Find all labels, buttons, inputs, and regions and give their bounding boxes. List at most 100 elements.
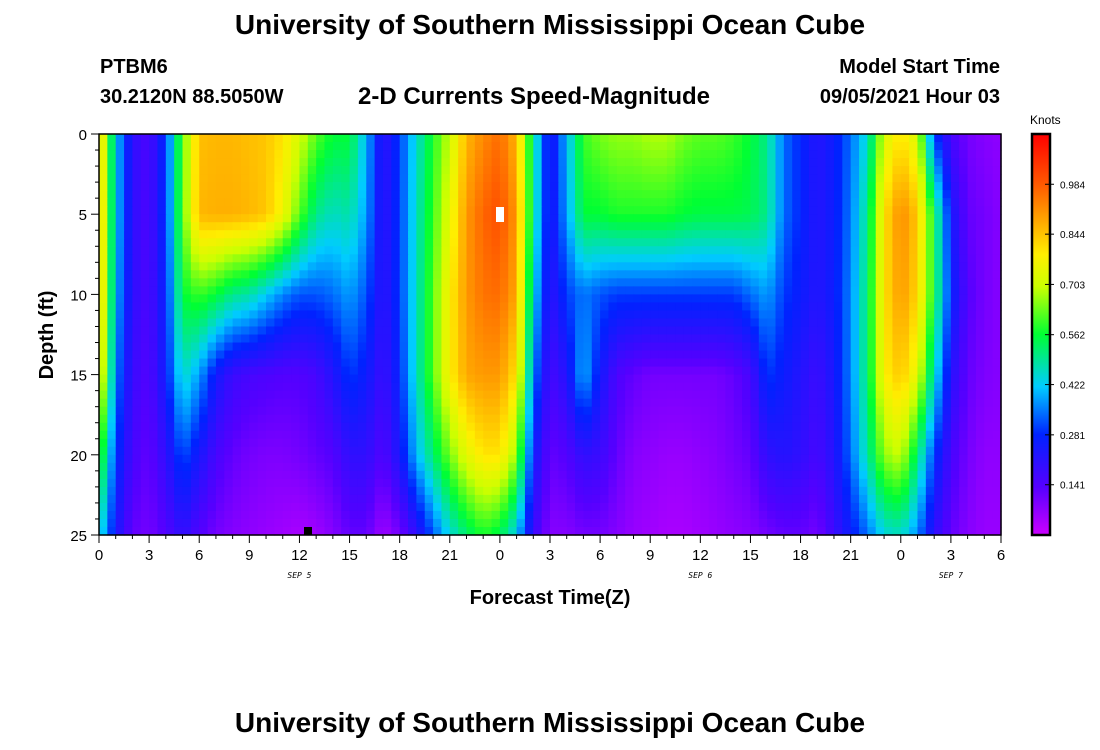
heat-cell — [658, 430, 668, 440]
heat-cell — [984, 430, 994, 440]
heat-cell — [600, 142, 610, 151]
heat-cell — [591, 398, 601, 408]
heat-cell — [733, 414, 743, 424]
heat-cell — [416, 350, 426, 360]
heat-cell — [165, 398, 175, 408]
heat-cell — [240, 278, 250, 287]
heat-cell — [441, 142, 451, 151]
heat-cell — [984, 222, 994, 231]
heat-cell — [950, 478, 960, 488]
heat-cell — [149, 334, 159, 344]
heat-cell — [775, 150, 785, 159]
heat-cell — [641, 462, 651, 472]
heat-cell — [934, 246, 944, 255]
heat-cell — [232, 270, 242, 279]
heat-cell — [959, 470, 969, 480]
heat-cell — [99, 190, 108, 199]
heat-cell — [366, 166, 376, 175]
heat-cell — [240, 254, 250, 263]
heat-cell — [174, 278, 184, 287]
heat-cell — [199, 254, 209, 263]
heat-cell — [433, 222, 443, 231]
heat-cell — [900, 158, 910, 167]
heat-cell — [174, 294, 184, 304]
heat-cell — [107, 142, 117, 151]
heat-cell — [900, 254, 910, 263]
heat-cell — [207, 342, 217, 352]
heat-cell — [892, 190, 902, 199]
heat-cell — [199, 374, 209, 384]
heat-cell — [992, 198, 1002, 207]
heat-cell — [909, 262, 919, 271]
heat-cell — [366, 158, 376, 167]
heat-cell — [533, 310, 543, 320]
heat-cell — [190, 286, 200, 295]
heat-cell — [224, 406, 234, 416]
heat-cell — [282, 342, 292, 352]
heat-cell — [349, 166, 359, 175]
heat-cell — [800, 182, 810, 191]
heat-cell — [424, 382, 434, 392]
heat-cell — [416, 422, 426, 432]
heat-cell — [299, 438, 309, 448]
heat-cell — [717, 478, 726, 488]
heat-cell — [357, 334, 367, 344]
heat-cell — [558, 374, 568, 384]
heat-cell — [758, 198, 768, 207]
heat-cell — [199, 318, 209, 328]
heat-cell — [783, 286, 793, 295]
heat-cell — [975, 470, 985, 480]
heat-cell — [466, 246, 476, 255]
heat-cell — [775, 246, 785, 255]
heat-cell — [691, 342, 701, 352]
heat-cell — [833, 486, 843, 496]
heat-cell — [433, 462, 443, 472]
heat-cell — [950, 246, 960, 255]
heat-cell — [533, 302, 543, 312]
heat-cell — [408, 142, 417, 151]
heat-cell — [107, 478, 117, 488]
heat-cell — [190, 398, 200, 408]
heat-cell — [282, 326, 292, 336]
heat-cell — [717, 182, 726, 191]
heat-cell — [474, 486, 484, 496]
heat-cell — [399, 302, 409, 312]
heat-cell — [249, 198, 259, 207]
heat-cell — [224, 414, 234, 424]
heat-cell — [99, 142, 108, 151]
heat-cell — [767, 150, 777, 159]
heat-cell — [591, 150, 601, 159]
heat-cell — [483, 190, 493, 199]
heat-cell — [199, 270, 209, 279]
heat-cell — [725, 294, 735, 304]
heat-cell — [909, 382, 919, 392]
heat-cell — [266, 502, 275, 512]
heat-cell — [967, 406, 977, 416]
heat-cell — [157, 294, 167, 304]
heat-cell — [725, 430, 735, 440]
heat-cell — [959, 278, 969, 287]
heat-cell — [892, 446, 902, 456]
heat-cell — [717, 350, 726, 360]
heat-cell — [800, 206, 810, 215]
heat-cell — [616, 366, 626, 376]
heat-cell — [925, 166, 935, 175]
heat-cell — [683, 366, 693, 376]
heat-cell — [474, 446, 484, 456]
heat-cell — [583, 222, 593, 231]
heat-cell — [917, 198, 927, 207]
heat-cell — [675, 222, 685, 231]
heat-cell — [658, 190, 668, 199]
heat-cell — [616, 374, 626, 384]
heat-cell — [132, 190, 142, 199]
heat-cell — [616, 334, 626, 344]
heat-cell — [733, 278, 743, 287]
heat-cell — [783, 478, 793, 488]
heat-cell — [683, 278, 693, 287]
heat-cell — [767, 422, 777, 432]
heat-cell — [967, 382, 977, 392]
heat-cell — [491, 310, 501, 320]
heat-cell — [541, 462, 551, 472]
heat-cell — [357, 302, 367, 312]
heat-cell — [633, 406, 643, 416]
